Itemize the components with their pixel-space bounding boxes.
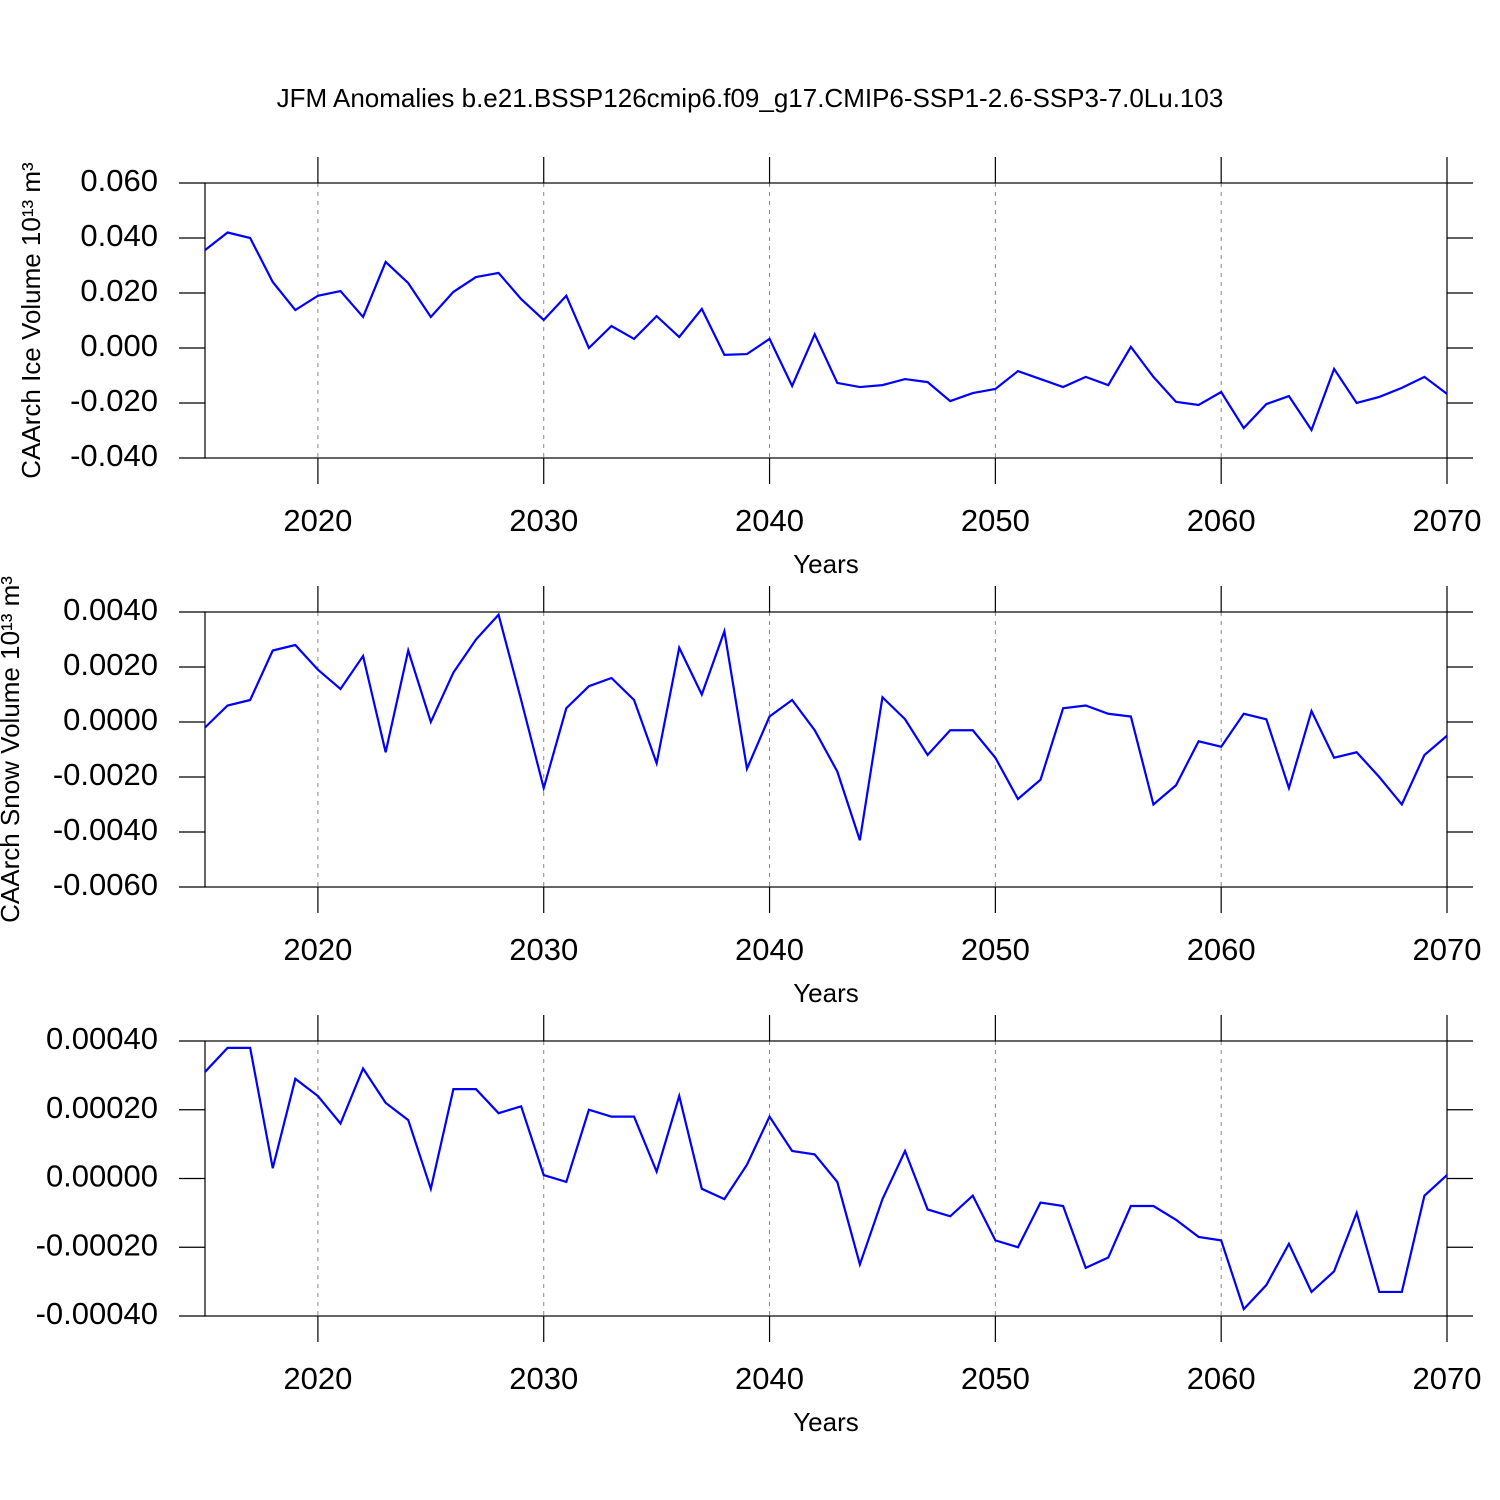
y-tick-label: -0.00020 — [36, 1227, 158, 1262]
x-tick-label: 2030 — [509, 1361, 578, 1396]
y-tick-label: 0.060 — [80, 163, 158, 198]
x-tick-label: 2050 — [961, 1361, 1030, 1396]
y-tick-label: 0.000 — [80, 328, 158, 363]
x-tick-label: 2030 — [509, 503, 578, 538]
x-tick-label: 2060 — [1187, 1361, 1256, 1396]
x-tick-label: 2050 — [961, 932, 1030, 967]
x-tick-label: 2020 — [283, 1361, 352, 1396]
y-tick-label: -0.0060 — [53, 867, 158, 902]
y-tick-label: 0.0020 — [63, 647, 158, 682]
data-line — [204, 231, 1448, 433]
x-tick-label: 2050 — [961, 503, 1030, 538]
x-axis-label: Years — [793, 978, 859, 1008]
x-tick-label: 2060 — [1187, 503, 1256, 538]
x-tick-label: 2040 — [735, 503, 804, 538]
x-tick-label: 2020 — [283, 932, 352, 967]
y-tick-label: -0.00040 — [36, 1296, 158, 1331]
x-tick-label: 2070 — [1413, 1361, 1482, 1396]
x-tick-label: 2020 — [283, 503, 352, 538]
y-tick-label: 0.00020 — [46, 1090, 158, 1125]
x-tick-label: 2040 — [735, 1361, 804, 1396]
y-axis-label: CAArch Ice Area 10¹³ m² — [0, 1037, 5, 1321]
y-tick-label: -0.040 — [70, 438, 158, 473]
x-axis-label: Years — [793, 549, 859, 579]
y-tick-label: -0.020 — [70, 383, 158, 418]
plot-frame — [204, 182, 1448, 459]
data-line — [204, 1046, 1448, 1312]
plot-frame — [204, 1040, 1448, 1317]
x-tick-label: 2060 — [1187, 932, 1256, 967]
y-tick-label: 0.040 — [80, 218, 158, 253]
y-tick-label: 0.020 — [80, 273, 158, 308]
y-tick-label: -0.0040 — [53, 812, 158, 847]
chart-title: JFM Anomalies b.e21.BSSP126cmip6.f09_g17… — [277, 83, 1224, 113]
y-tick-label: 0.00040 — [46, 1021, 158, 1056]
y-tick-label: 0.00000 — [46, 1159, 158, 1194]
x-tick-label: 2070 — [1413, 932, 1482, 967]
plot-frame — [204, 611, 1448, 888]
y-tick-label: 0.0040 — [63, 592, 158, 627]
x-tick-label: 2030 — [509, 932, 578, 967]
x-tick-label: 2040 — [735, 932, 804, 967]
y-axis-label: CAArch Ice Volume 10¹³ m³ — [16, 162, 46, 479]
x-tick-label: 2070 — [1413, 503, 1482, 538]
x-axis-label: Years — [793, 1407, 859, 1437]
y-tick-label: 0.0000 — [63, 702, 158, 737]
y-axis-label: CAArch Snow Volume 10¹³ m³ — [0, 576, 25, 923]
y-tick-label: -0.0020 — [53, 757, 158, 792]
data-line — [204, 612, 1448, 841]
